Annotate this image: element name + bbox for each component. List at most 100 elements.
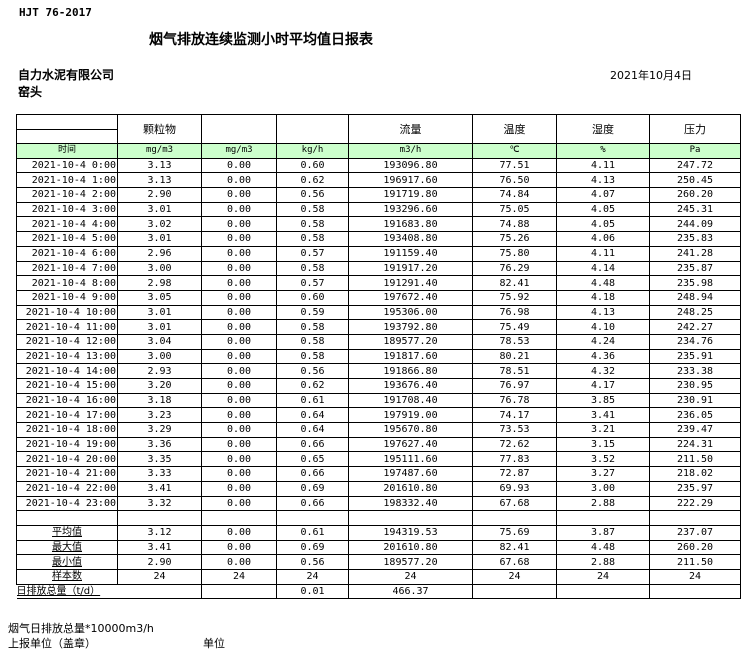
value-cell: 0.61 — [276, 392, 349, 409]
value-cell: 197672.40 — [348, 289, 473, 306]
value-cell: 0.58 — [276, 201, 349, 218]
value-cell: 3.20 — [117, 378, 202, 394]
stats-value: 260.20 — [649, 539, 741, 556]
value-cell: 77.83 — [472, 451, 557, 468]
time-cell: 2021-10-4 14:00 — [16, 363, 118, 379]
stats-value: 0.00 — [201, 554, 277, 570]
value-cell: 73.53 — [472, 422, 557, 438]
value-cell: 3.01 — [117, 201, 202, 218]
value-cell: 195670.80 — [348, 422, 473, 438]
value-cell: 0.00 — [201, 275, 277, 291]
blank-row — [16, 510, 741, 526]
value-cell: 191159.40 — [348, 245, 473, 262]
table-row: 2021-10-4 16:00 3.18 0.00 0.61 191708.40 76.7… — [16, 392, 741, 409]
blank-cell — [472, 583, 557, 600]
time-cell: 2021-10-4 15:00 — [16, 378, 118, 394]
value-cell: 0.66 — [276, 436, 349, 453]
report-date: 2021年10月4日 — [610, 69, 692, 82]
value-cell: 189577.20 — [348, 333, 473, 350]
value-cell: 4.07 — [556, 187, 650, 203]
table-row: 2021-10-4 23:00 3.32 0.00 0.66 198332.40 67.6… — [16, 495, 741, 512]
stats-value: 2.90 — [117, 554, 202, 570]
value-cell: 0.65 — [276, 451, 349, 468]
footer-unit: 单位 — [203, 637, 225, 650]
stats-value: 24 — [472, 568, 557, 585]
value-cell: 0.66 — [276, 466, 349, 482]
value-cell: 235.98 — [649, 275, 741, 291]
value-cell: 195306.00 — [348, 304, 473, 321]
value-cell: 72.62 — [472, 436, 557, 453]
value-cell: 3.41 — [117, 480, 202, 497]
table-row: 2021-10-4 4:00 3.02 0.00 0.58 191683.80 74.88… — [16, 216, 741, 233]
stats-value: 0.00 — [201, 539, 277, 556]
blank-cell — [117, 510, 202, 526]
standard-code: HJT 76-2017 — [19, 6, 92, 19]
value-cell: 4.32 — [556, 363, 650, 379]
stats-value: 67.68 — [472, 554, 557, 570]
value-cell: 3.00 — [556, 480, 650, 497]
value-cell: 224.31 — [649, 436, 741, 453]
value-cell: 0.00 — [201, 436, 277, 453]
value-cell: 3.02 — [117, 216, 202, 233]
value-cell: 248.94 — [649, 289, 741, 306]
table-row: 2021-10-4 10:00 3.01 0.00 0.59 195306.00 76.9… — [16, 304, 741, 321]
stats-value: 4.48 — [556, 539, 650, 556]
header-cell: 湿度 — [556, 114, 650, 144]
value-cell: 2.90 — [117, 187, 202, 203]
value-cell: 230.95 — [649, 378, 741, 394]
value-cell: 78.53 — [472, 333, 557, 350]
time-cell: 2021-10-4 0:00 — [16, 157, 118, 174]
stats-value: 24 — [556, 568, 650, 585]
header-cell: 流量 — [348, 114, 473, 144]
time-cell: 2021-10-4 11:00 — [16, 319, 118, 335]
value-cell: 76.78 — [472, 392, 557, 409]
company-name: 自力水泥有限公司 — [18, 68, 115, 82]
value-cell: 3.13 — [117, 172, 202, 189]
value-cell: 4.13 — [556, 304, 650, 321]
value-cell: 222.29 — [649, 495, 741, 512]
header-cell: 压力 — [649, 114, 741, 144]
value-cell: 3.01 — [117, 304, 202, 321]
value-cell: 3.01 — [117, 231, 202, 247]
blank-cell — [348, 510, 473, 526]
value-cell: 3.00 — [117, 348, 202, 365]
stats-value: 3.41 — [117, 539, 202, 556]
value-cell: 0.57 — [276, 245, 349, 262]
stats-value: 194319.53 — [348, 524, 473, 541]
value-cell: 3.00 — [117, 260, 202, 277]
unit-cell: mg/m3 — [117, 143, 202, 159]
value-cell: 75.80 — [472, 245, 557, 262]
header-cell — [276, 114, 349, 144]
stats-value: 189577.20 — [348, 554, 473, 570]
value-cell: 211.50 — [649, 451, 741, 468]
blank-cell — [649, 583, 741, 600]
value-cell: 0.00 — [201, 260, 277, 277]
value-cell: 3.33 — [117, 466, 202, 482]
value-cell: 4.14 — [556, 260, 650, 277]
value-cell: 3.32 — [117, 495, 202, 512]
stats-label: 最小值 — [16, 554, 118, 570]
value-cell: 80.21 — [472, 348, 557, 365]
value-cell: 234.76 — [649, 333, 741, 350]
time-cell: 2021-10-4 6:00 — [16, 245, 118, 262]
unit-cell: kg/h — [276, 143, 349, 159]
time-cell: 2021-10-4 20:00 — [16, 451, 118, 468]
value-cell: 0.00 — [201, 480, 277, 497]
value-cell: 2.93 — [117, 363, 202, 379]
time-cell: 2021-10-4 17:00 — [16, 407, 118, 424]
value-cell: 0.00 — [201, 407, 277, 424]
value-cell: 0.00 — [201, 451, 277, 468]
value-cell: 3.21 — [556, 422, 650, 438]
value-cell: 260.20 — [649, 187, 741, 203]
value-cell: 197919.00 — [348, 407, 473, 424]
value-cell: 0.60 — [276, 157, 349, 174]
value-cell: 3.15 — [556, 436, 650, 453]
value-cell: 77.51 — [472, 157, 557, 174]
value-cell: 235.87 — [649, 260, 741, 277]
value-cell: 0.00 — [201, 392, 277, 409]
table-row: 2021-10-4 6:00 2.96 0.00 0.57 191159.40 75.80… — [16, 245, 741, 262]
value-cell: 0.00 — [201, 187, 277, 203]
time-cell: 2021-10-4 7:00 — [16, 260, 118, 277]
stats-value: 75.69 — [472, 524, 557, 541]
location: 窑头 — [18, 85, 43, 99]
